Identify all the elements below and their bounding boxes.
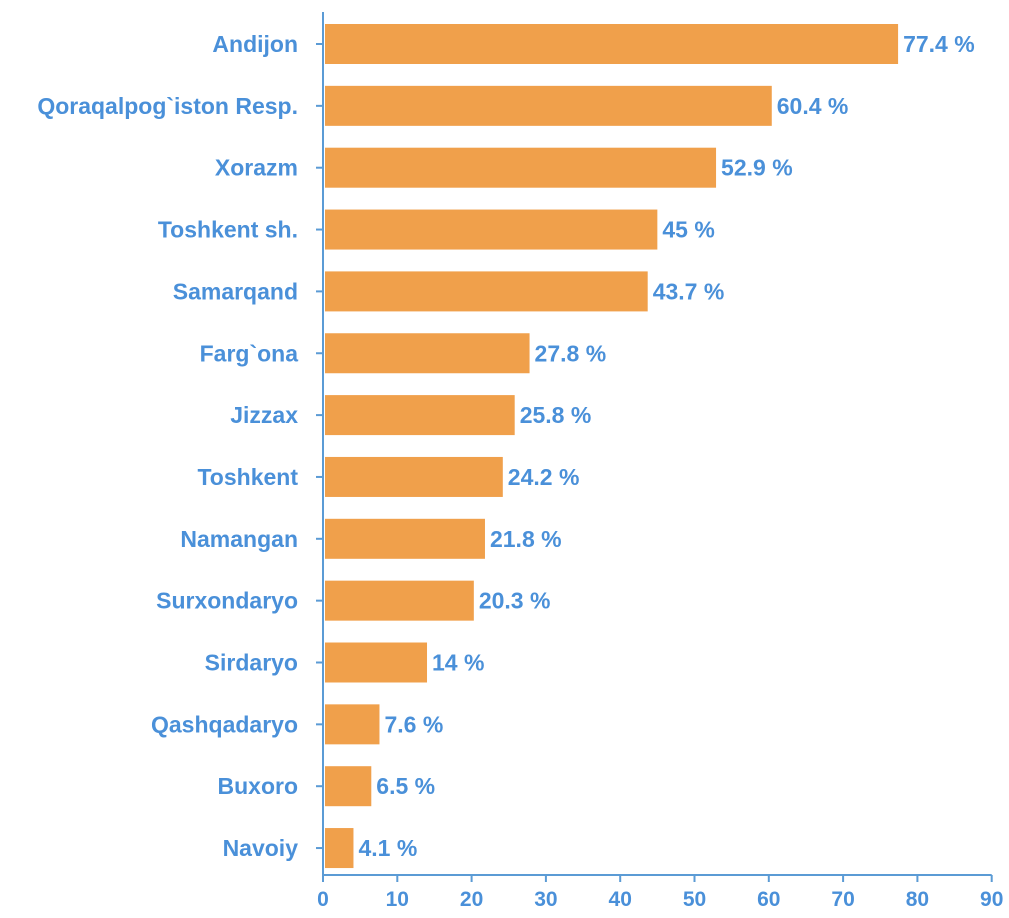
x-tick-label: 30 bbox=[534, 888, 557, 911]
bar-sirdaryo bbox=[325, 642, 428, 683]
bar-andijon bbox=[325, 24, 899, 64]
category-label: Namangan bbox=[180, 526, 298, 552]
bar-buxoro bbox=[325, 766, 372, 807]
category-label: Surxondaryo bbox=[156, 588, 298, 614]
bar-xorazm bbox=[325, 147, 717, 188]
value-label: 14 % bbox=[432, 650, 484, 676]
axes-layer bbox=[316, 12, 993, 882]
value-label: 24.2 % bbox=[508, 464, 580, 490]
value-label: 43.7 % bbox=[653, 278, 725, 304]
value-label: 60.4 % bbox=[777, 93, 849, 119]
value-label: 45 % bbox=[662, 217, 714, 243]
value-label: 21.8 % bbox=[490, 526, 562, 552]
category-label: Toshkent bbox=[197, 464, 298, 490]
category-label: Navoiy bbox=[223, 835, 299, 861]
x-tick-label: 80 bbox=[906, 888, 929, 911]
value-label: 7.6 % bbox=[384, 711, 443, 737]
category-label: Buxoro bbox=[218, 773, 299, 799]
category-label: Qashqadaryo bbox=[151, 711, 298, 737]
x-tick-label: 50 bbox=[683, 888, 706, 911]
bars-layer bbox=[325, 24, 899, 869]
category-label: Jizzax bbox=[230, 402, 298, 428]
labels-layer: 0 10 20 30 40 50 60 70 80 90 Andijon 77.4 % Qoraqalp… bbox=[37, 31, 1003, 911]
bar-samarqand bbox=[325, 271, 648, 312]
x-tick-label: 10 bbox=[386, 888, 409, 911]
value-label: 52.9 % bbox=[721, 155, 793, 181]
x-tick-label: 40 bbox=[609, 888, 632, 911]
x-tick-label: 0 bbox=[317, 888, 329, 911]
value-label: 25.8 % bbox=[520, 402, 592, 428]
bar-surxondaryo bbox=[325, 580, 474, 621]
x-tick-label: 60 bbox=[757, 888, 780, 911]
value-label: 27.8 % bbox=[535, 340, 607, 366]
x-tick-label: 90 bbox=[980, 888, 1003, 911]
value-label: 20.3 % bbox=[479, 588, 551, 614]
category-label: Andijon bbox=[212, 31, 298, 57]
bar-namangan bbox=[325, 518, 485, 559]
bar-qoraqalpog-iston-resp bbox=[325, 85, 772, 126]
category-label: Sirdaryo bbox=[205, 650, 298, 676]
category-label: Farg`ona bbox=[200, 340, 299, 366]
bar-navoiy bbox=[325, 828, 354, 869]
value-label: 77.4 % bbox=[903, 31, 975, 57]
bar-toshkent bbox=[325, 456, 503, 497]
category-label: Qoraqalpog`iston Resp. bbox=[37, 93, 298, 119]
category-label: Xorazm bbox=[215, 155, 298, 181]
x-tick-label: 70 bbox=[831, 888, 854, 911]
value-label: 4.1 % bbox=[358, 835, 417, 861]
category-label: Toshkent sh. bbox=[158, 217, 298, 243]
bar-jizzax bbox=[325, 395, 515, 436]
category-label: Samarqand bbox=[173, 278, 298, 304]
x-tick-label: 20 bbox=[460, 888, 483, 911]
bar-toshkent-sh bbox=[325, 209, 658, 250]
bar-farg-ona bbox=[325, 333, 530, 374]
bar-qashqadaryo bbox=[325, 704, 380, 745]
value-label: 6.5 % bbox=[376, 773, 435, 799]
